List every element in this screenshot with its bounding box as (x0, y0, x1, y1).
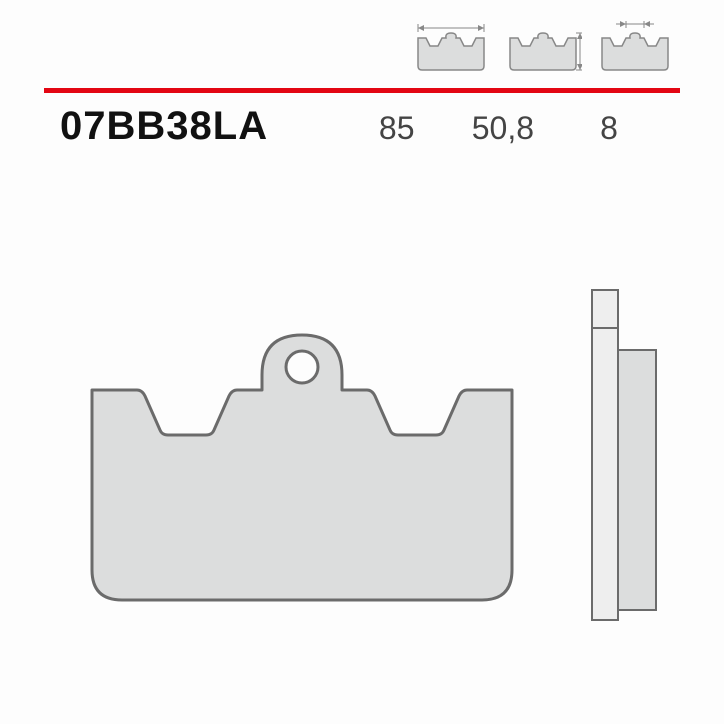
page: 07BB38LA 85 50,8 8 (0, 0, 724, 724)
thickness-value: 8 (584, 110, 634, 147)
width-icon (412, 20, 490, 72)
technical-drawing (40, 220, 684, 694)
red-divider (44, 88, 680, 93)
data-row: 07BB38LA 85 50,8 8 (60, 104, 664, 149)
part-number: 07BB38LA (60, 104, 268, 149)
dimension-values: 85 50,8 8 (372, 110, 664, 147)
front-view (62, 290, 542, 625)
height-icon (504, 20, 582, 72)
thick-icon (596, 20, 674, 72)
side-view (582, 280, 662, 635)
width-value: 85 (372, 110, 422, 147)
header-dimension-icons (412, 20, 674, 72)
height-value: 50,8 (472, 110, 534, 147)
